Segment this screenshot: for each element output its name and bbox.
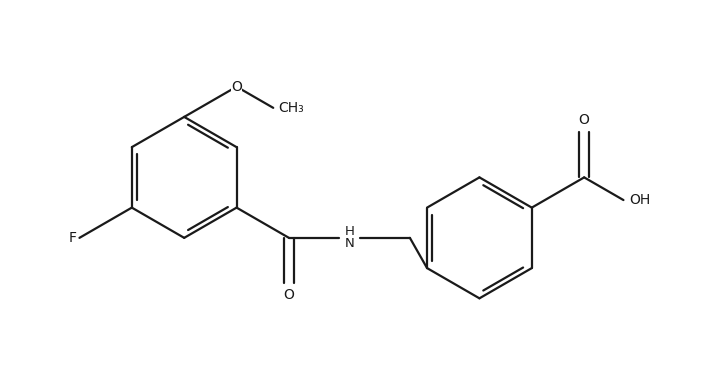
Text: O: O [283, 288, 294, 302]
Text: O: O [579, 113, 590, 127]
Text: CH₃: CH₃ [278, 101, 304, 115]
Text: H
N: H N [344, 225, 354, 250]
Text: OH: OH [629, 193, 651, 207]
Text: O: O [231, 80, 242, 94]
Text: F: F [69, 231, 76, 245]
